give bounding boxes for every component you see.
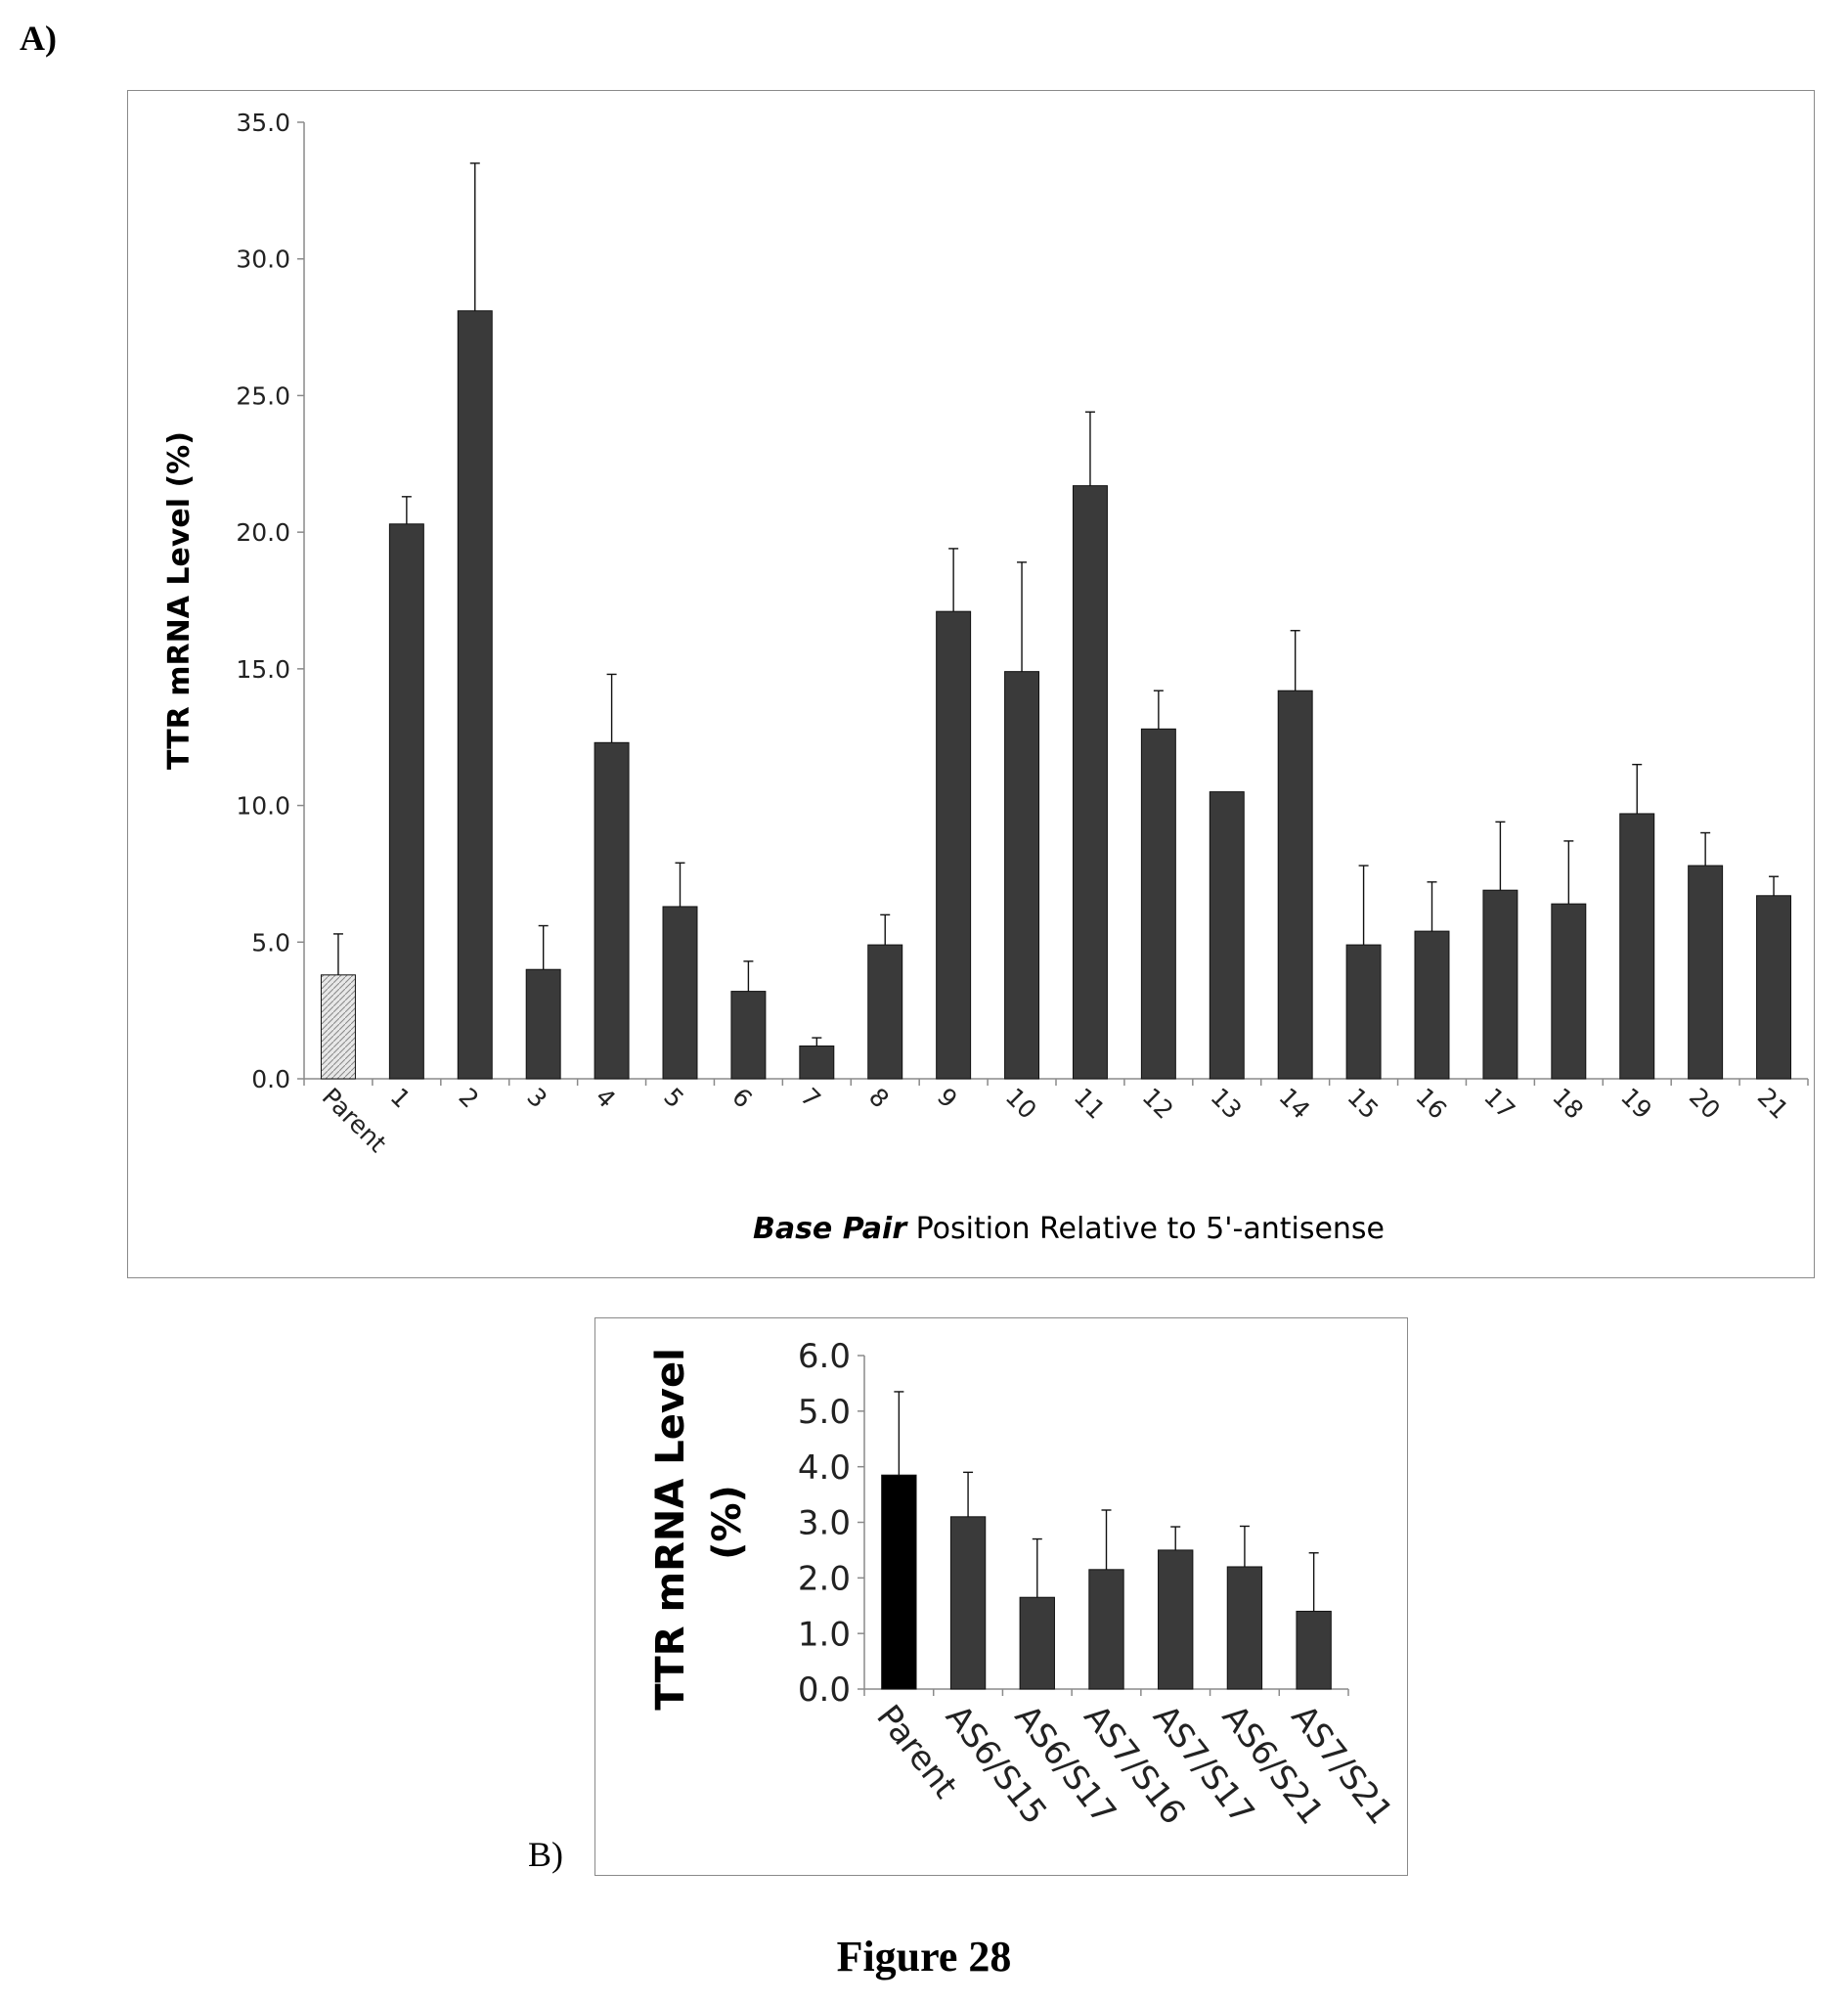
y-axis-title-line1: TTR mRNA Level <box>648 1348 693 1711</box>
bar <box>662 906 698 1080</box>
y-tick-label: 1.0 <box>798 1615 851 1654</box>
x-tick-label: 4 <box>590 1083 621 1114</box>
bar <box>1004 671 1040 1080</box>
figure-caption: Figure 28 <box>836 1933 1012 1981</box>
bar <box>936 610 972 1080</box>
bar <box>1482 889 1518 1080</box>
chart-a-frame: TTR mRNA Level (%) Base Pair Position Re… <box>127 90 1815 1278</box>
bar <box>1072 485 1108 1080</box>
bar <box>594 741 630 1080</box>
chart-b-svg: TTR mRNA Level (%) 0.0 1.0 2.0 3.0 4.0 5.0 6.0… <box>648 1334 1400 1832</box>
x-tick-label: 12 <box>1137 1083 1179 1125</box>
y-axis-title: TTR mRNA Level (%) <box>648 1334 750 1711</box>
panel-b-label: B) <box>528 1835 563 1874</box>
x-tick-label: 14 <box>1273 1083 1315 1125</box>
bar <box>1551 903 1587 1080</box>
chart-a-svg: TTR mRNA Level (%) Base Pair Position Re… <box>162 109 1809 1246</box>
y-tick-label: 25.0 <box>236 381 290 410</box>
x-tick-label: 20 <box>1684 1083 1726 1125</box>
x-tick-label: 2 <box>454 1083 485 1114</box>
bar <box>1088 1569 1124 1690</box>
bar <box>1277 690 1313 1080</box>
y-tick-label: 4.0 <box>798 1448 851 1488</box>
y-axis-title-line2: (%) <box>705 1485 750 1560</box>
bar <box>881 1474 917 1690</box>
y-tick-label: 35.0 <box>236 109 290 137</box>
x-tick-label: Parent <box>317 1083 392 1158</box>
y-axis-title: TTR mRNA Level (%) <box>162 431 197 770</box>
bar <box>1688 865 1724 1080</box>
y-tick-label: 5.0 <box>251 928 290 957</box>
x-tick-label: 5 <box>658 1083 689 1114</box>
y-tick-label: 0.0 <box>798 1670 851 1710</box>
x-tick-label: 10 <box>1000 1083 1042 1125</box>
bar <box>1414 930 1450 1080</box>
x-tick-label: 16 <box>1410 1083 1452 1125</box>
bar <box>1158 1549 1194 1690</box>
bar <box>1619 813 1655 1080</box>
bar <box>1296 1610 1332 1690</box>
bar <box>799 1045 835 1080</box>
bar <box>457 310 493 1080</box>
y-tick-label: 20.0 <box>236 518 290 547</box>
chart-b-frame: TTR mRNA Level (%) 0.0 1.0 2.0 3.0 4.0 5.0 6.0… <box>594 1317 1408 1876</box>
x-axis-title-italic: Base Pair <box>753 1212 908 1246</box>
y-tick-label: 2.0 <box>798 1560 851 1599</box>
x-tick-label: 17 <box>1478 1083 1520 1125</box>
x-tick-label: 21 <box>1752 1083 1794 1125</box>
bar <box>1140 728 1176 1080</box>
y-tick-label: 15.0 <box>236 655 290 684</box>
bar <box>525 968 561 1080</box>
x-tick-label: 13 <box>1206 1083 1248 1125</box>
bar <box>320 974 356 1080</box>
bar <box>1019 1596 1055 1690</box>
y-tick-label: 10.0 <box>236 792 290 821</box>
bar <box>1756 895 1792 1080</box>
bar <box>388 523 424 1080</box>
x-tick-label: 6 <box>726 1083 758 1114</box>
x-axis-title: Base Pair Position Relative to 5'-antise… <box>753 1212 1385 1246</box>
y-tick-label: 3.0 <box>798 1504 851 1543</box>
x-tick-label: 19 <box>1615 1083 1657 1125</box>
x-tick-label: 11 <box>1069 1083 1111 1125</box>
bar <box>1345 944 1382 1080</box>
x-tick-label: 8 <box>863 1083 895 1114</box>
y-tick-label: 30.0 <box>236 245 290 274</box>
y-tick-label: 6.0 <box>798 1337 851 1376</box>
bar <box>949 1516 987 1690</box>
x-tick-label: 7 <box>795 1083 826 1114</box>
x-tick-label: 9 <box>932 1083 963 1114</box>
y-tick-label: 0.0 <box>251 1065 290 1093</box>
x-tick-label: 3 <box>521 1083 552 1114</box>
bar <box>867 944 903 1080</box>
y-tick-label: 5.0 <box>798 1393 851 1432</box>
bar <box>1209 791 1245 1080</box>
panel-a-label: A) <box>20 19 57 58</box>
x-tick-label: 1 <box>385 1083 417 1114</box>
x-axis-title-rest: Position Relative to 5'-antisense <box>906 1212 1385 1246</box>
x-tick-label: 18 <box>1547 1083 1589 1125</box>
bar <box>1226 1566 1263 1690</box>
x-tick-label: 15 <box>1342 1083 1384 1125</box>
bar <box>730 991 767 1080</box>
